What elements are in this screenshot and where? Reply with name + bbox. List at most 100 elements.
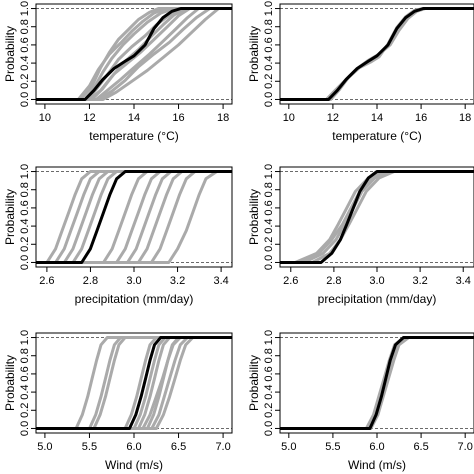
series-line-gray-1 [36,336,232,430]
y-tick-label: 0.4 [19,384,31,399]
series-line-gray-2 [36,170,232,264]
curves [36,336,232,430]
x-tick-label: 18 [217,112,229,124]
y-tick-label: 0.2 [19,403,31,418]
y-tick-label: 1.0 [19,164,31,179]
x-axis-title: precipitation (mm/day) [318,292,437,306]
series-line-gray-9 [36,170,232,264]
series-line-gray-6 [36,336,232,430]
x-tick-label: 2.8 [83,275,98,287]
x-tick-label: 3.0 [126,275,141,287]
y-tick-label: 0.4 [263,55,275,70]
x-axis-title: Wind (m/s) [105,458,163,472]
y-tick-label: 1.0 [19,1,31,16]
y-tick-label: 0.0 [19,92,31,107]
panel-wind-right: 5.0 5.5 6.0 6.5 7.0 0.0 0.2 0.4 0.6 0.8 1.0 Wind (m… [247,330,474,472]
x-tick-label: 5.5 [325,441,340,453]
x-axis-title: precipitation (mm/day) [75,292,194,306]
series-line-gray-2 [36,336,232,430]
y-axis-title: Probability [247,189,261,245]
y-axis-title: Probability [3,189,17,245]
x-axis-title: Wind (m/s) [348,458,406,472]
series-line-gray-8 [36,7,232,101]
x-tick-label: 16 [172,112,184,124]
series-line-gray-6 [36,7,232,101]
series-line-gray-3 [280,170,474,264]
series-line-gray-3 [36,170,232,264]
series-line-gray-8 [36,336,232,430]
x-tick-label: 10 [283,112,295,124]
y-tick-label: 0.8 [19,19,31,34]
panel-temp-left: 10 12 14 16 18 0.0 0.2 0.4 0.6 0.8 1.0 temperature … [3,1,233,143]
curves [36,7,232,101]
series-line-black-2 [280,7,474,101]
x-axis-title: temperature (°C) [89,129,179,143]
x-tick-label: 10 [39,112,51,124]
y-tick-label: 0.6 [263,37,275,52]
x-tick-label: 7.0 [458,441,473,453]
x-axis-title: temperature (°C) [332,129,422,143]
series-line-gray-5 [36,170,232,264]
x-tick-label: 16 [415,112,427,124]
y-tick-label: 0.0 [263,255,275,270]
series-line-gray-0 [280,170,474,264]
x-tick-label: 3.4 [456,275,471,287]
series-line-gray-7 [36,170,232,264]
series-line-black-10 [36,336,232,430]
series-line-black-4 [280,170,474,264]
y-tick-label: 0.8 [19,348,31,363]
x-tick-label: 5.5 [82,441,97,453]
y-tick-label: 0.2 [263,237,275,252]
y-tick-label: 0.2 [263,74,275,89]
y-tick-label: 0.4 [263,384,275,399]
x-tick-label: 12 [83,112,95,124]
y-axis-title: Probability [3,355,17,411]
y-tick-label: 0.4 [19,218,31,233]
series-line-gray-4 [36,170,232,264]
series-line-black-10 [36,170,232,264]
series-line-gray-8 [36,170,232,264]
y-tick-label: 1.0 [19,330,31,345]
x-tick-label: 2.6 [283,275,298,287]
y-tick-label: 0.4 [263,218,275,233]
y-tick-label: 0.0 [263,421,275,436]
x-tick-label: 14 [371,112,383,124]
x-tick-label: 2.8 [326,275,341,287]
x-tick-label: 7.0 [215,441,230,453]
series-line-gray-1 [280,170,474,264]
series-line-gray-7 [36,336,232,430]
series-line-gray-2 [280,170,474,264]
y-tick-label: 1.0 [263,1,275,16]
x-tick-label: 5.0 [37,441,52,453]
panel-wind-left: 5.0 5.5 6.0 6.5 7.0 0.0 0.2 0.4 0.6 0.8 1.0 Wind (m… [3,330,233,472]
curves [36,170,232,264]
x-tick-label: 6.0 [126,441,141,453]
series-line-black-3 [280,336,474,430]
y-tick-label: 0.8 [263,348,275,363]
y-tick-label: 0.6 [19,200,31,215]
y-tick-label: 0.4 [19,55,31,70]
panel-precip-right: 2.6 2.8 3.0 3.2 3.4 0.0 0.2 0.4 0.6 0.8 1.0 precipi… [247,164,474,306]
series-line-gray-2 [36,7,232,101]
series-line-gray-5 [36,336,232,430]
series-line-black-9 [36,7,232,101]
curves [280,336,474,430]
y-tick-label: 0.6 [19,366,31,381]
y-axis-title: Probability [247,355,261,411]
x-tick-label: 6.5 [413,441,428,453]
x-tick-label: 3.2 [412,275,427,287]
y-tick-label: 1.0 [263,164,275,179]
series-line-gray-6 [36,170,232,264]
x-tick-label: 3.2 [170,275,185,287]
x-tick-label: 6.5 [171,441,186,453]
curves [280,7,474,101]
x-tick-label: 3.4 [213,275,228,287]
y-tick-label: 0.0 [263,92,275,107]
series-line-gray-4 [36,336,232,430]
series-line-gray-3 [36,336,232,430]
y-tick-label: 0.6 [263,200,275,215]
y-axis-title: Probability [247,26,261,82]
y-tick-label: 0.0 [19,421,31,436]
series-line-gray-3 [36,7,232,101]
